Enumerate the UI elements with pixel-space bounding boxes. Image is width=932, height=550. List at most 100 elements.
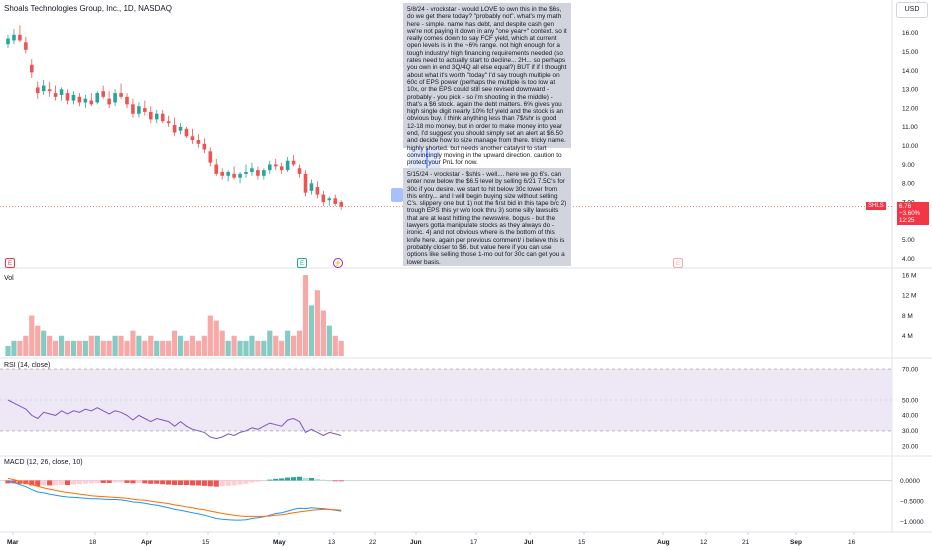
candle-body [35,87,40,94]
time-axis-label: 15 [202,539,210,546]
time-axis-label: 13 [328,539,336,546]
macd-histogram-bar [41,480,47,486]
earnings-marker-2[interactable]: E [297,258,307,268]
candle-body [137,106,141,114]
rsi-pane-label[interactable]: RSI (14, close) [4,362,51,369]
rsi-axis-label: 40.00 [902,413,919,420]
macd-histogram-bar [338,480,344,482]
candle-body [59,89,64,95]
time-axis-label: 12 [700,539,708,546]
rsi-axis-label: 50.00 [902,397,919,404]
volume-bar [118,335,124,356]
candle-body [202,143,207,150]
volume-bar [291,335,297,356]
price-axis-label: 16.00 [902,30,919,37]
earnings-marker-1[interactable]: E [5,258,15,268]
split-marker[interactable]: ⚡ [333,258,343,268]
macd-histogram-bar [82,480,88,484]
volume-bar [130,330,136,356]
macd-histogram-bar [255,480,261,482]
candle-body [89,100,94,105]
volume-bar [296,330,303,356]
candle-body [71,94,76,101]
candle-body [303,173,308,193]
candle-body [149,111,153,120]
symbol-title[interactable]: Shoals Technologies Group, Inc., 1D, NAS… [4,4,172,13]
macd-histogram-bar [320,479,326,481]
candle-body [268,164,272,171]
price-axis-label: 8.00 [902,181,915,188]
volume-bar [332,335,338,356]
macd-pane-label[interactable]: MACD (12, 26, close, 10) [4,459,83,466]
macd-histogram-bar [291,477,297,481]
macd-histogram-bar [124,480,130,483]
earnings-marker-upcoming[interactable]: E [673,258,683,268]
candle-body [238,173,242,178]
candle-body [291,160,296,165]
volume-bar [154,340,160,356]
candle-body [250,168,254,173]
volume-pane-label[interactable]: Vol [4,275,14,282]
macd-axis-label: 0.0000 [900,478,920,485]
volume-bar [88,335,94,356]
volume-axis-label: 4 M [902,333,913,340]
candle-body [119,93,123,97]
volume-bar [261,340,267,356]
candle-body [196,140,201,144]
candle-body [41,85,46,92]
macd-histogram-bar [231,480,237,486]
volume-bar [58,335,65,356]
macd-histogram-bar [326,480,332,482]
macd-histogram-bar [308,477,315,481]
macd-histogram-bar [23,480,29,485]
macd-histogram-bar [29,480,35,486]
volume-bar [195,340,201,356]
candle-body [256,170,260,176]
macd-histogram-bar [112,480,118,483]
macd-histogram-bar [118,480,124,483]
volume-bar [273,335,279,356]
volume-bar [285,330,291,356]
candle-body [220,172,224,176]
candle-body [131,104,135,114]
volume-bar [213,320,219,356]
volume-bar [326,325,332,356]
macd-histogram-bar [267,479,273,481]
macd-histogram-bar [225,480,231,486]
candle-body [208,151,213,163]
candle-body [125,96,129,105]
volume-bar [183,340,190,356]
volume-bar [201,335,207,356]
candle-body [113,93,117,103]
candle-body [321,194,326,203]
volume-axis-label: 12 M [902,293,916,300]
macd-histogram-bar [136,480,142,483]
volume-bar [53,340,59,356]
price-axis-label: 11.00 [902,124,918,131]
candle-body [184,128,189,137]
price-axis-label: 14.00 [902,68,919,75]
volume-bar [64,340,71,356]
rsi-axis-label: 20.00 [902,444,919,451]
volume-bar [94,335,100,356]
macd-histogram-bar [58,480,65,486]
macd-line [7,480,342,521]
bar-countdown: 12:25 [899,217,915,224]
time-axis-label: 18 [89,539,97,546]
price-axis-label: 9.00 [902,162,915,169]
candle-body [95,93,100,103]
idea-note-2[interactable]: 5/15/24 - vrockstar - $shls - well.... h… [403,168,571,266]
currency-selector[interactable]: USD [896,2,928,18]
macd-histogram-bar [285,477,291,481]
volume-bar [219,330,225,356]
volume-bar [82,340,88,356]
price-axis-label: 12.00 [902,105,919,112]
volume-bar [231,335,237,356]
idea-note-1[interactable]: 5/8/24 - vrockstar - would LOVE to own t… [403,3,571,166]
macd-histogram-bar [302,477,309,481]
volume-bar [41,330,47,356]
candle-body [160,113,165,122]
volume-bar [124,340,130,356]
candle-body [101,91,105,97]
